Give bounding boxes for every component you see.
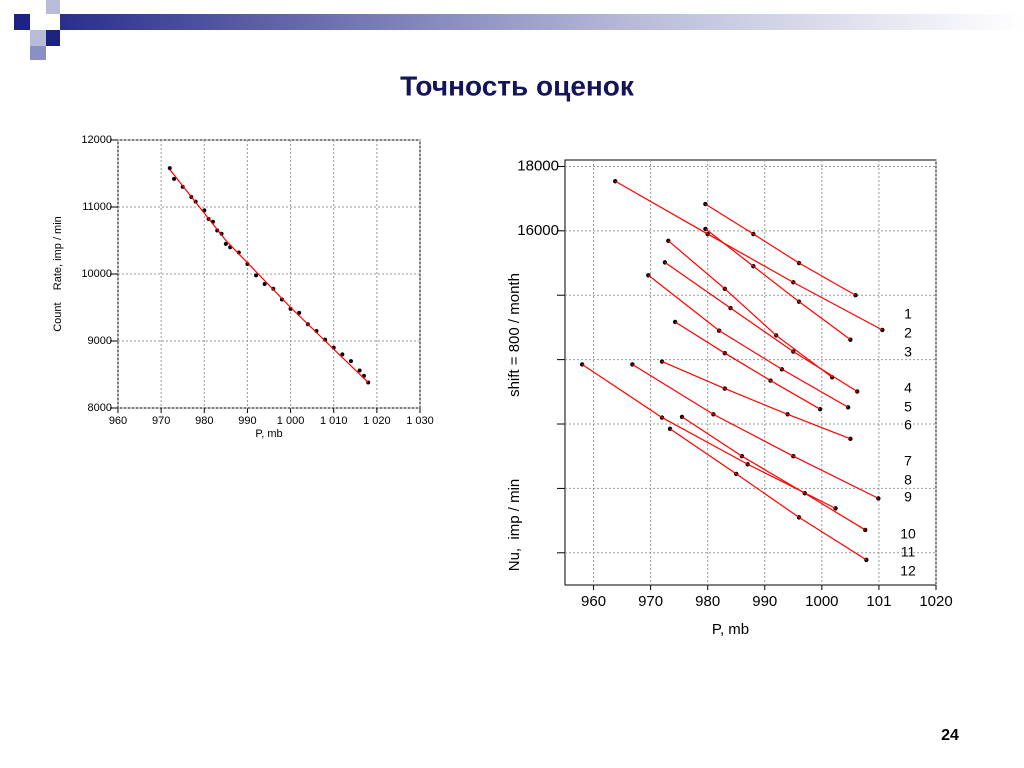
series-label: 9 — [904, 489, 912, 505]
x-axis-label: P, mb — [255, 428, 282, 440]
y-tick-label: 12000 — [81, 134, 112, 146]
series-label: 3 — [904, 344, 912, 360]
series-label: 1 — [904, 306, 912, 322]
fit-line — [681, 416, 866, 531]
x-tick-label: 960 — [581, 593, 606, 610]
y-axis-label: Count Rate, imp / min — [52, 216, 64, 332]
slide-title: Точность оценок — [400, 70, 635, 101]
x-tick-label: 101 — [866, 593, 891, 610]
x-tick-label: 980 — [195, 415, 213, 427]
series-label: 7 — [904, 453, 912, 469]
data-point — [348, 359, 353, 364]
series-label: 10 — [900, 526, 916, 542]
x-tick-label: 1020 — [919, 593, 952, 610]
series-label: 12 — [900, 563, 916, 579]
x-tick-label: 980 — [695, 593, 720, 610]
fit-line — [674, 321, 821, 410]
data-point — [167, 166, 172, 171]
x-axis-label: P, mb — [712, 621, 749, 638]
data-point — [172, 176, 177, 181]
fit-line — [632, 363, 879, 499]
y-axis-label: shift = 800 / month — [506, 273, 523, 397]
y-tick-label: 10000 — [81, 268, 112, 280]
y-tick-label: 18000 — [517, 157, 559, 174]
x-tick-label: 960 — [109, 415, 127, 427]
x-tick-label: 1 030 — [406, 415, 434, 427]
x-tick-label: 970 — [152, 415, 170, 427]
data-point — [262, 282, 267, 287]
series-label: 5 — [904, 399, 912, 415]
fit-line — [647, 274, 849, 408]
fit-line — [614, 180, 883, 331]
fit-line — [669, 428, 867, 561]
series-label: 2 — [904, 325, 912, 341]
plot-area — [564, 159, 937, 586]
data-point — [297, 310, 302, 315]
fit-line — [661, 361, 851, 440]
decoration — [14, 0, 1024, 60]
data-point — [245, 261, 250, 266]
x-tick-label: 1 010 — [320, 415, 348, 427]
series-label: 6 — [904, 417, 912, 433]
x-tick-label: 1000 — [805, 593, 838, 610]
fit-line — [169, 169, 369, 383]
data-point — [223, 241, 228, 246]
data-point — [340, 352, 345, 357]
x-tick-label: 1 000 — [277, 415, 305, 427]
page-number: 24 — [941, 727, 959, 744]
y-tick-label: 8000 — [88, 402, 112, 414]
series-label: 11 — [901, 544, 916, 560]
fit-line — [581, 363, 836, 509]
data-point — [219, 231, 224, 236]
data-point — [254, 273, 259, 278]
fit-line — [705, 203, 856, 296]
data-point — [357, 368, 362, 373]
series-label: 4 — [904, 380, 912, 396]
x-tick-label: 970 — [638, 593, 663, 610]
y-axis-label: Nu, imp / min — [506, 479, 523, 572]
y-tick-label: 16000 — [517, 222, 559, 239]
series-label: 8 — [904, 472, 912, 488]
y-tick-label: 9000 — [88, 335, 112, 347]
x-tick-label: 990 — [752, 593, 777, 610]
x-tick-label: 1 020 — [363, 415, 391, 427]
fit-line — [664, 261, 858, 393]
fit-line — [667, 240, 833, 378]
fit-line — [705, 228, 851, 341]
y-tick-label: 11000 — [82, 201, 112, 213]
x-tick-label: 990 — [238, 415, 256, 427]
